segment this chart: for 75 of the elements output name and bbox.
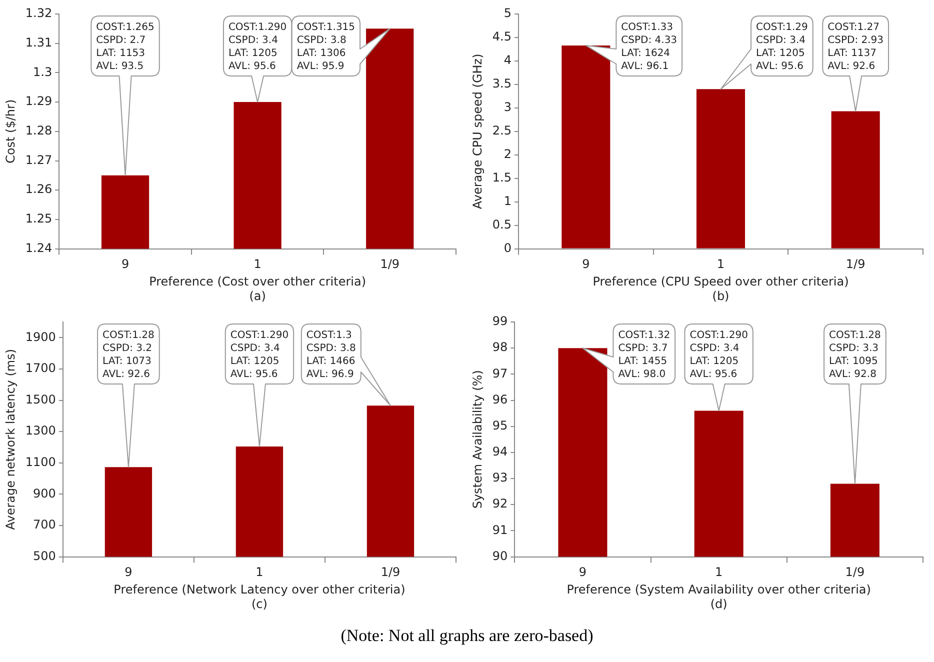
y-tick-label: 99 xyxy=(492,314,508,328)
y-tick-label: 1.29 xyxy=(25,94,52,108)
y-tick-label: 1900 xyxy=(25,330,56,344)
x-tick-label: 1 xyxy=(254,257,262,272)
y-tick-label: 1 xyxy=(504,194,512,208)
x-tick-label: 1 xyxy=(716,257,725,272)
y-tick-label: 3 xyxy=(504,100,512,114)
y-axis-title: Average network latency (ms) xyxy=(3,348,18,530)
y-axis-title: Cost ($/hr) xyxy=(3,99,18,164)
x-tick-label: 9 xyxy=(121,257,130,272)
y-tick-label: 1.32 xyxy=(25,6,52,20)
y-tick-label: 1.3 xyxy=(33,64,52,79)
annotation: COST:1.29 CSPD: 3.4 LAT: 1205 AVL: 95.6 xyxy=(756,22,808,72)
annotation: COST:1.315 CSPD: 3.8 LAT: 1306 AVL: 95.9 xyxy=(296,22,356,72)
y-tick-label: 93 xyxy=(492,470,508,485)
x-axis-title: Preference (Network Latency over other criteria) xyxy=(114,582,406,597)
annotation: COST:1.33 CSPD: 4.33 LAT: 1624 AVL: 96.1 xyxy=(621,22,678,72)
y-tick-label: 92 xyxy=(492,496,508,511)
y-tick-label: 98 xyxy=(492,340,508,354)
x-axis-title: Preference (CPU Speed over other criteria) xyxy=(592,274,849,289)
y-tick-label: 1100 xyxy=(25,455,56,470)
y-tick-label: 91 xyxy=(492,522,508,537)
y-tick-label: 3.5 xyxy=(492,76,512,91)
y-tick-label: 4 xyxy=(504,53,512,68)
y-tick-label: 1.24 xyxy=(25,240,52,255)
annotation: COST:1.290 CSPD: 3.4 LAT: 1205 AVL: 95.6 xyxy=(690,330,748,380)
text: (a) xyxy=(249,288,266,303)
y-tick-label: 900 xyxy=(33,486,56,500)
x-axis-title: Preference (System Availability over other criteria) xyxy=(566,582,871,597)
x-tick-label: 1/9 xyxy=(380,565,400,580)
y-tick-label: 0.5 xyxy=(492,217,512,232)
y-tick-label: 4.5 xyxy=(492,30,512,44)
annotation: COST:1.27 CSPD: 2.93 LAT: 1137 AVL: 92.6 xyxy=(828,22,884,72)
y-tick-label: 1500 xyxy=(25,392,56,406)
x-tick-label: 1 xyxy=(715,565,723,580)
text: (d) xyxy=(710,596,728,611)
y-tick-label: 94 xyxy=(492,444,508,459)
annotation: COST:1.32 CSPD: 3.7 LAT: 1455 AVL: 98.0 xyxy=(618,330,670,380)
y-tick-label: 2.5 xyxy=(492,124,512,138)
y-axis-title: Average CPU speed (GHz) xyxy=(470,54,484,210)
annotation: COST:1.290 CSPD: 3.4 LAT: 1205 AVL: 95.6 xyxy=(230,330,289,380)
y-tick-label: 1.27 xyxy=(25,152,52,167)
text: (b) xyxy=(712,288,730,303)
y-tick-label: 1.25 xyxy=(25,212,52,226)
y-tick-label: 95 xyxy=(492,418,508,432)
annotation: COST:1.290 CSPD: 3.4 LAT: 1205 AVL: 95.6 xyxy=(228,22,287,72)
x-tick-label: 9 xyxy=(582,257,590,272)
y-tick-label: 700 xyxy=(33,518,56,532)
y-tick-label: 1.28 xyxy=(25,124,52,138)
x-tick-label: 1/9 xyxy=(845,565,865,580)
x-tick-label: 9 xyxy=(124,565,132,580)
y-tick-label: 90 xyxy=(492,548,508,563)
y-tick-label: 1.5 xyxy=(492,170,512,184)
text: (c) xyxy=(251,596,268,611)
y-tick-label: 1700 xyxy=(25,361,56,376)
y-tick-label: 500 xyxy=(33,548,56,563)
y-tick-label: 1.26 xyxy=(25,182,52,196)
x-tick-label: 1 xyxy=(256,565,264,580)
y-tick-label: 0 xyxy=(504,240,512,255)
y-tick-label: 5 xyxy=(504,6,512,20)
annotation: COST:1.3 CSPD: 3.8 LAT: 1466 AVL: 96.9 xyxy=(306,330,356,380)
y-tick-label: 1300 xyxy=(25,424,56,438)
y-tick-label: 96 xyxy=(492,392,508,406)
x-tick-label: 1/9 xyxy=(846,257,866,272)
annotation: COST:1.265 CSPD: 2.7 LAT: 1153 AVL: 93.5 xyxy=(96,22,154,72)
y-tick-label: 2 xyxy=(504,147,512,162)
annotation: COST:1.28 CSPD: 3.3 LAT: 1095 AVL: 92.8 xyxy=(829,330,881,380)
y-tick-label: 1.31 xyxy=(25,35,52,50)
x-tick-label: 9 xyxy=(578,565,587,580)
annotation: COST:1.28 CSPD: 3.2 LAT: 1073 AVL: 92.6 xyxy=(102,330,154,380)
x-tick-label: 1/9 xyxy=(380,257,400,272)
x-axis-title: Preference (Cost over other criteria) xyxy=(149,274,366,289)
y-axis-title: System Availability (%) xyxy=(470,370,484,509)
text: (Note: Not all graphs are zero-based) xyxy=(340,626,594,646)
y-tick-label: 97 xyxy=(492,366,508,380)
